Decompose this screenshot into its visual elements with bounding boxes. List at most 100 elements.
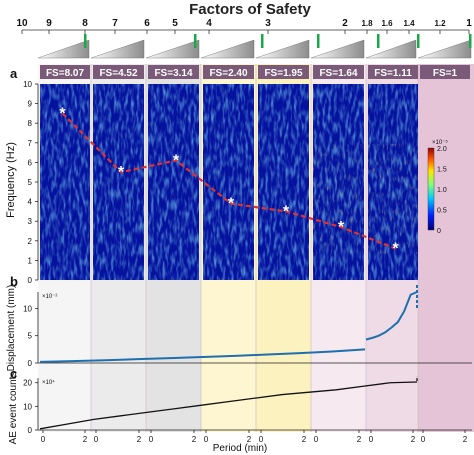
y-tick-label: 0 [28,426,33,435]
spectrogram-texture [148,84,199,280]
displacement-line-late [365,326,393,341]
fs-scale: 10 9 8 7 6 5 4 3 2 1.8 1.6 1.4 1.2 1 [16,18,472,59]
x-tick-label: 0 [94,435,99,444]
y-exponent: ×10⁻² [42,294,57,300]
y-exponent: ×10⁴ [42,379,55,386]
displacement-line [39,348,366,363]
segment-labels: FS=8.07 FS=4.52 FS=3.14 FS=2.40 FS=1.95 FS=1.… [40,65,470,79]
scale-marker [194,34,197,48]
trend-star-marker: * [392,241,399,258]
panel-b-ylabel: Displacement (mm) [6,285,17,372]
scale-marker [469,34,472,48]
scale-marker [84,34,87,48]
scale-wedge [255,39,310,59]
colorbar: 0 0.5 1.0 1.5 2.0×10⁻⁵ [427,139,448,235]
segment-label-bg [420,65,470,79]
y-tick-label: 10 [23,304,32,313]
scale-tick-label: 9 [46,18,52,29]
y-tick-label: 10 [23,402,32,411]
y-tick-label: 10 [23,80,32,89]
scale-wedge [365,39,417,59]
scale-tick-label: 8 [82,18,88,29]
scale-marker [417,34,420,48]
panel-letter-b: b [10,274,18,289]
x-tick-label: 0 [259,435,264,444]
x-tick-label: 0 [204,435,209,444]
segment-label: FS=1 [433,68,458,79]
trend-star-marker: * [283,203,290,220]
x-tick-label: 0 [369,435,374,444]
segment-label-bg [203,65,254,79]
x-tick-label: 2 [83,435,88,444]
trend-star-marker: * [118,164,125,181]
colorbar-tick-label: 1.5 [437,167,447,174]
figure-title: Factors of Safety [189,1,311,18]
trend-star-marker: * [228,196,235,213]
scale-marker [317,34,320,48]
y-tick-label: 4 [28,198,33,207]
y-tick-label: 3 [28,217,33,226]
segment-label: FS=8.07 [46,68,85,79]
scale-tick-label: 1.8 [361,19,373,28]
scale-tick-label: 7 [112,18,118,29]
colorbar-exponent: ×10⁻⁵ [432,139,448,146]
x-tick-label: 0 [149,435,154,444]
trend-star-marker: * [173,152,180,169]
segment-label: FS=1.64 [319,68,358,79]
x-tick-label: 2 [463,435,468,444]
spectrogram-texture [258,84,309,280]
x-tick-label: 2 [302,435,307,444]
x-tick-label: 2 [137,435,142,444]
x-tick-label: 2 [247,435,252,444]
colorbar-tick-label: 1.0 [437,187,447,194]
scale-wedge [310,39,365,59]
panel-letter-a: a [10,66,18,81]
y-tick-label: 20 [23,379,32,388]
panel-a-ylabel: Frequency (Hz) [5,142,17,218]
x-tick-label: 0 [314,435,319,444]
panel-letter-c: c [10,366,17,381]
scale-wedge [417,39,472,59]
segment-label: FS=2.40 [209,68,248,79]
displacement-panel: 0 5 10 ×10⁻² [23,284,472,368]
spectrogram-hotspots [313,144,364,254]
colorbar-tick-label: 0.5 [437,208,447,215]
colorbar-tick-label: 2.0 [437,146,447,153]
scale-tick-label: 6 [144,18,150,29]
scale-tick-label: 3 [265,18,271,29]
spectrogram-texture [93,84,144,280]
y-tick-label: 2 [28,237,33,246]
segment-label: FS=1.11 [374,68,412,79]
x-tick-label: 2 [192,435,197,444]
y-tick-label: 1 [28,256,33,265]
y-tick-label: 7 [28,139,33,148]
y-tick-label: 9 [28,100,33,109]
segment-label-bg [93,65,144,79]
scale-tick-label: 10 [16,18,28,29]
segment-label: FS=1.95 [264,68,303,79]
scale-tick-label: 2 [342,18,348,29]
x-tick-label: 2 [411,435,416,444]
scale-tick-label: 1.6 [381,19,393,28]
ae-count-panel: 0 10 20 ×10⁴ [23,376,472,435]
segment-label-bg [313,65,364,79]
scale-tick-label: 1.4 [403,19,415,28]
colorbar-gradient [427,147,435,231]
trend-line [61,112,396,250]
scale-wedge [200,39,255,59]
y-tick-label: 6 [28,158,33,167]
scale-wedge [145,39,200,59]
displacement-line-final [390,291,418,329]
x-axis-label: Period (min) [213,443,267,454]
y-tick-label: 5 [28,178,33,187]
colorbar-tick-label: 0 [437,228,441,235]
x-tick-label: 0 [41,435,46,444]
y-tick-label: 8 [28,119,33,128]
x-tick-label: 2 [357,435,362,444]
peak-frequency-trend: * * * * * * * [59,105,399,257]
segment-label-bg [148,65,199,79]
y-tick-label: 5 [28,332,33,341]
segment-label: FS=4.52 [99,68,138,79]
